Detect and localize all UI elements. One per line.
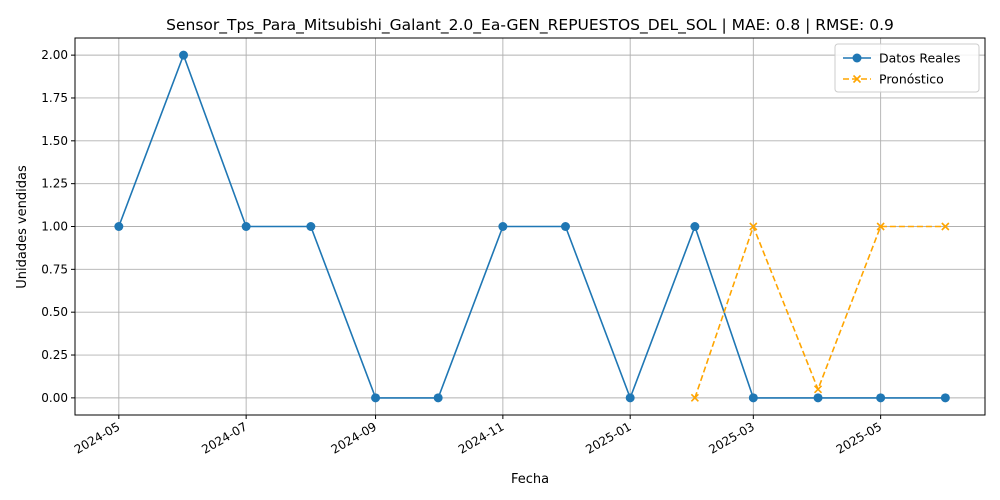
x-tick-label: 2024-11 [456, 419, 506, 456]
data-point [179, 50, 189, 60]
y-axis: 0.00 0.25 0.50 0.75 1.00 1.25 1.50 1.75 2.00 [41, 48, 75, 405]
data-point [690, 393, 699, 402]
data-point [306, 222, 316, 231]
x-axis: 2024-05 2024-07 2024-09 2024-11 2025-01 2025-… [72, 415, 884, 457]
legend-label: Pronóstico [879, 72, 944, 87]
x-tick-label: 2024-09 [329, 419, 379, 456]
series-1 [690, 222, 950, 402]
y-tick-label: 0.00 [41, 391, 68, 405]
legend-label: Datos Reales [879, 51, 960, 66]
x-axis-label: Fecha [511, 472, 549, 487]
data-point [371, 393, 381, 403]
x-tick-label: 2024-05 [72, 419, 122, 456]
data-point [560, 222, 570, 231]
data-point [433, 393, 443, 403]
data-point [690, 222, 700, 231]
series-0 [114, 50, 950, 403]
legend-marker [852, 53, 862, 63]
data-point [941, 222, 950, 231]
series-line [118, 54, 946, 399]
legend-box [834, 43, 980, 93]
data-point [114, 222, 124, 231]
data-point [748, 393, 758, 403]
x-tick-label: 2024-07 [199, 419, 249, 456]
data-point [241, 222, 251, 231]
y-tick-label: 1.00 [41, 220, 68, 234]
data-point [876, 222, 885, 231]
x-tick-label: 2025-05 [834, 419, 884, 456]
y-tick-label: 0.25 [41, 348, 68, 362]
data-point [749, 222, 758, 231]
y-tick-label: 0.75 [41, 262, 68, 276]
y-tick-label: 1.50 [41, 134, 68, 148]
data-point [876, 393, 886, 403]
legend: Datos Reales Pronóstico [834, 43, 980, 93]
grid-lines [75, 38, 985, 415]
legend-marker [852, 74, 862, 84]
x-tick-label: 2025-01 [583, 419, 633, 456]
data-point [625, 393, 635, 403]
y-tick-label: 1.25 [41, 177, 68, 191]
chart-title: Sensor_Tps_Para_Mitsubishi_Galant_2.0_Ea… [166, 16, 894, 35]
y-tick-label: 1.75 [41, 91, 68, 105]
series-layer [114, 50, 950, 403]
data-point [940, 393, 950, 403]
y-tick-label: 2.00 [41, 48, 68, 62]
y-tick-label: 0.50 [41, 305, 68, 319]
x-tick-label: 2025-03 [706, 419, 756, 456]
data-point [813, 393, 823, 403]
data-point [498, 222, 508, 231]
y-axis-label: Unidades vendidas [15, 165, 30, 289]
data-point [813, 385, 823, 394]
